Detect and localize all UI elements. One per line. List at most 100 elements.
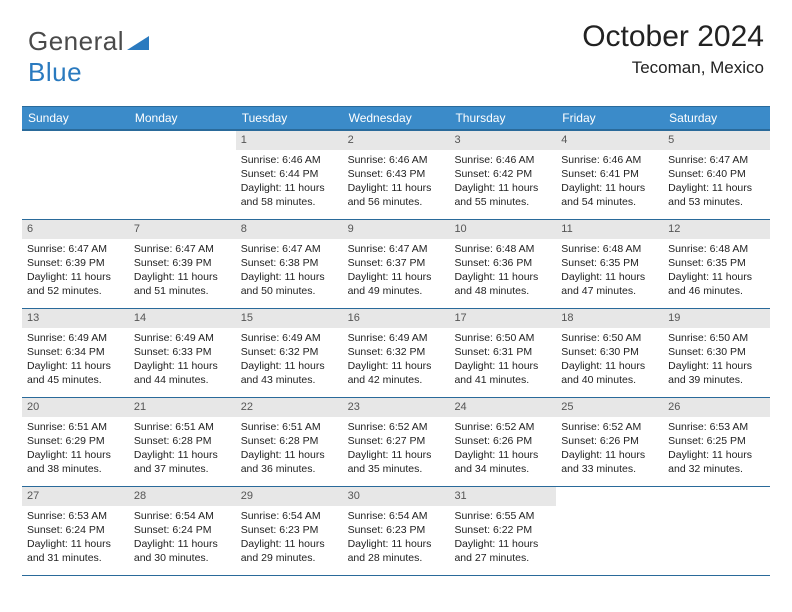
daylight-text: Daylight: 11 hours and 55 minutes.: [454, 181, 551, 209]
sunrise-text: Sunrise: 6:48 AM: [561, 242, 658, 256]
daylight-text: Daylight: 11 hours and 54 minutes.: [561, 181, 658, 209]
sunrise-text: Sunrise: 6:47 AM: [668, 153, 765, 167]
sunrise-text: Sunrise: 6:51 AM: [134, 420, 231, 434]
day-body: Sunrise: 6:50 AMSunset: 6:30 PMDaylight:…: [556, 328, 663, 392]
daylight-text: Daylight: 11 hours and 48 minutes.: [454, 270, 551, 298]
daylight-text: Daylight: 11 hours and 27 minutes.: [454, 537, 551, 565]
weekday-header: Friday: [556, 107, 663, 129]
sunset-text: Sunset: 6:43 PM: [348, 167, 445, 181]
daylight-text: Daylight: 11 hours and 41 minutes.: [454, 359, 551, 387]
sunrise-text: Sunrise: 6:55 AM: [454, 509, 551, 523]
sunset-text: Sunset: 6:39 PM: [27, 256, 124, 270]
daylight-text: Daylight: 11 hours and 44 minutes.: [134, 359, 231, 387]
day-cell: 27 Sunrise: 6:53 AMSunset: 6:24 PMDayligh…: [22, 487, 129, 575]
day-body: Sunrise: 6:53 AMSunset: 6:25 PMDaylight:…: [663, 417, 770, 481]
weekday-header-row: SundayMondayTuesdayWednesdayThursdayFrid…: [22, 106, 770, 130]
day-body: Sunrise: 6:50 AMSunset: 6:30 PMDaylight:…: [663, 328, 770, 392]
page-title: October 2024: [582, 20, 764, 54]
sunset-text: Sunset: 6:28 PM: [134, 434, 231, 448]
day-number: 20: [22, 398, 129, 417]
day-cell: 8Sunrise: 6:47 AMSunset: 6:38 PMDaylight…: [236, 220, 343, 308]
daylight-text: Daylight: 11 hours and 58 minutes.: [241, 181, 338, 209]
day-cell: [556, 487, 663, 575]
sunset-text: Sunset: 6:27 PM: [348, 434, 445, 448]
day-cell: [663, 487, 770, 575]
sunset-text: Sunset: 6:30 PM: [561, 345, 658, 359]
day-body: Sunrise: 6:48 AMSunset: 6:35 PMDaylight:…: [556, 239, 663, 303]
day-body: Sunrise: 6:47 AMSunset: 6:39 PMDaylight:…: [129, 239, 236, 303]
daylight-text: Daylight: 11 hours and 45 minutes.: [27, 359, 124, 387]
day-number: 18: [556, 309, 663, 328]
sunset-text: Sunset: 6:33 PM: [134, 345, 231, 359]
day-number: 1: [236, 131, 343, 150]
day-body: Sunrise: 6:54 AMSunset: 6:23 PMDaylight:…: [236, 506, 343, 570]
sunset-text: Sunset: 6:35 PM: [668, 256, 765, 270]
day-body: Sunrise: 6:51 AMSunset: 6:29 PMDaylight:…: [22, 417, 129, 481]
day-number: 27: [22, 487, 129, 506]
sunset-text: Sunset: 6:44 PM: [241, 167, 338, 181]
day-body: Sunrise: 6:47 AMSunset: 6:37 PMDaylight:…: [343, 239, 450, 303]
day-body: Sunrise: 6:49 AMSunset: 6:33 PMDaylight:…: [129, 328, 236, 392]
day-number: 23: [343, 398, 450, 417]
brand-triangle-icon: [127, 26, 149, 57]
day-body: Sunrise: 6:54 AMSunset: 6:24 PMDaylight:…: [129, 506, 236, 570]
day-cell: [22, 131, 129, 219]
weekday-header: Sunday: [22, 107, 129, 129]
day-body: Sunrise: 6:54 AMSunset: 6:23 PMDaylight:…: [343, 506, 450, 570]
day-cell: 18Sunrise: 6:50 AMSunset: 6:30 PMDayligh…: [556, 309, 663, 397]
day-number: 28: [129, 487, 236, 506]
sunset-text: Sunset: 6:23 PM: [348, 523, 445, 537]
daylight-text: Daylight: 11 hours and 32 minutes.: [668, 448, 765, 476]
day-cell: 11Sunrise: 6:48 AMSunset: 6:35 PMDayligh…: [556, 220, 663, 308]
daylight-text: Daylight: 11 hours and 31 minutes.: [27, 537, 124, 565]
day-number: 11: [556, 220, 663, 239]
day-cell: 12Sunrise: 6:48 AMSunset: 6:35 PMDayligh…: [663, 220, 770, 308]
sunrise-text: Sunrise: 6:53 AM: [27, 509, 124, 523]
day-cell: 16Sunrise: 6:49 AMSunset: 6:32 PMDayligh…: [343, 309, 450, 397]
weekday-header: Thursday: [449, 107, 556, 129]
day-number: 25: [556, 398, 663, 417]
sunset-text: Sunset: 6:42 PM: [454, 167, 551, 181]
day-number: 24: [449, 398, 556, 417]
day-number: 13: [22, 309, 129, 328]
daylight-text: Daylight: 11 hours and 28 minutes.: [348, 537, 445, 565]
sunrise-text: Sunrise: 6:48 AM: [668, 242, 765, 256]
day-number: 17: [449, 309, 556, 328]
day-body: Sunrise: 6:52 AMSunset: 6:27 PMDaylight:…: [343, 417, 450, 481]
sunrise-text: Sunrise: 6:47 AM: [27, 242, 124, 256]
daylight-text: Daylight: 11 hours and 50 minutes.: [241, 270, 338, 298]
day-body: Sunrise: 6:50 AMSunset: 6:31 PMDaylight:…: [449, 328, 556, 392]
sunrise-text: Sunrise: 6:52 AM: [348, 420, 445, 434]
sunrise-text: Sunrise: 6:53 AM: [668, 420, 765, 434]
day-number: 16: [343, 309, 450, 328]
day-body: Sunrise: 6:48 AMSunset: 6:35 PMDaylight:…: [663, 239, 770, 303]
day-cell: 2Sunrise: 6:46 AMSunset: 6:43 PMDaylight…: [343, 131, 450, 219]
sunset-text: Sunset: 6:39 PM: [134, 256, 231, 270]
day-cell: 21Sunrise: 6:51 AMSunset: 6:28 PMDayligh…: [129, 398, 236, 486]
week-row: 13Sunrise: 6:49 AMSunset: 6:34 PMDayligh…: [22, 308, 770, 397]
sunrise-text: Sunrise: 6:52 AM: [454, 420, 551, 434]
sunrise-text: Sunrise: 6:50 AM: [561, 331, 658, 345]
sunrise-text: Sunrise: 6:49 AM: [27, 331, 124, 345]
day-cell: 10Sunrise: 6:48 AMSunset: 6:36 PMDayligh…: [449, 220, 556, 308]
sunset-text: Sunset: 6:24 PM: [27, 523, 124, 537]
day-body: Sunrise: 6:55 AMSunset: 6:22 PMDaylight:…: [449, 506, 556, 570]
sunset-text: Sunset: 6:30 PM: [668, 345, 765, 359]
weekday-header: Wednesday: [343, 107, 450, 129]
sunset-text: Sunset: 6:34 PM: [27, 345, 124, 359]
day-cell: 14Sunrise: 6:49 AMSunset: 6:33 PMDayligh…: [129, 309, 236, 397]
weekday-header: Tuesday: [236, 107, 343, 129]
sunrise-text: Sunrise: 6:50 AM: [668, 331, 765, 345]
day-body: Sunrise: 6:47 AMSunset: 6:38 PMDaylight:…: [236, 239, 343, 303]
day-number: 8: [236, 220, 343, 239]
day-body: Sunrise: 6:51 AMSunset: 6:28 PMDaylight:…: [129, 417, 236, 481]
day-number: 14: [129, 309, 236, 328]
day-cell: 3Sunrise: 6:46 AMSunset: 6:42 PMDaylight…: [449, 131, 556, 219]
day-cell: 7Sunrise: 6:47 AMSunset: 6:39 PMDaylight…: [129, 220, 236, 308]
daylight-text: Daylight: 11 hours and 33 minutes.: [561, 448, 658, 476]
day-cell: 19Sunrise: 6:50 AMSunset: 6:30 PMDayligh…: [663, 309, 770, 397]
day-number: 30: [343, 487, 450, 506]
sunrise-text: Sunrise: 6:49 AM: [134, 331, 231, 345]
daylight-text: Daylight: 11 hours and 52 minutes.: [27, 270, 124, 298]
day-cell: 1Sunrise: 6:46 AMSunset: 6:44 PMDaylight…: [236, 131, 343, 219]
